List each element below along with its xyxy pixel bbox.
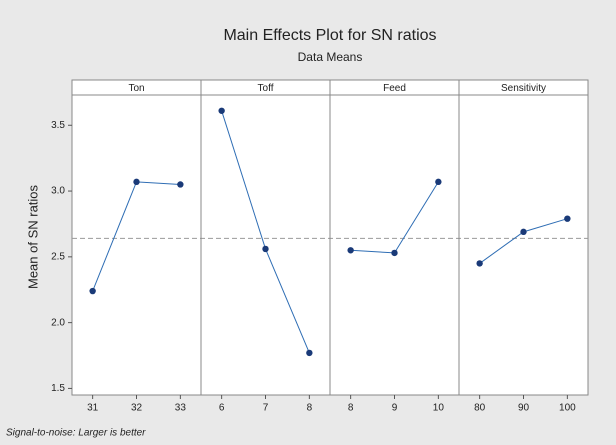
x-tick-label: 80: [474, 403, 486, 414]
y-tick-label: 2.5: [51, 251, 65, 262]
point: [133, 178, 140, 186]
x-tick-label: 33: [175, 403, 187, 414]
point: [177, 181, 184, 188]
point: [435, 178, 442, 186]
panel-header: Toff: [258, 83, 274, 94]
y-tick-label: 2.0: [51, 317, 65, 328]
x-tick-label: 31: [87, 403, 99, 414]
y-tick-label: 3.5: [51, 120, 65, 131]
panel-header: Feed: [383, 83, 406, 94]
panel-header: Sensitivity: [501, 83, 546, 94]
y-tick-label: 1.5: [51, 383, 65, 394]
panel-header: Ton: [128, 83, 144, 94]
x-tick-label: 9: [392, 403, 398, 414]
point: [564, 215, 571, 222]
x-tick-label: 32: [131, 403, 143, 414]
footnote: Signal-to-noise: Larger is better: [6, 428, 146, 439]
point: [476, 260, 483, 267]
x-tick-label: 90: [518, 403, 530, 414]
point: [262, 245, 269, 253]
x-tick-label: 100: [559, 403, 576, 414]
x-tick-label: 6: [219, 403, 225, 414]
point: [391, 249, 398, 257]
point: [218, 107, 225, 114]
x-tick-label: 7: [263, 403, 269, 414]
y-tick-label: 3.0: [51, 186, 65, 197]
point: [306, 349, 313, 357]
chart-subtitle: Data Means: [298, 50, 363, 64]
x-tick-label: 8: [307, 403, 313, 414]
y-axis-label: Mean of SN ratios: [25, 184, 40, 289]
point: [520, 228, 527, 236]
x-tick-label: 10: [433, 403, 445, 414]
point: [347, 247, 354, 254]
point: [89, 287, 96, 295]
x-tick-label: 8: [348, 403, 354, 414]
chart-title: Main Effects Plot for SN ratios: [223, 27, 436, 44]
